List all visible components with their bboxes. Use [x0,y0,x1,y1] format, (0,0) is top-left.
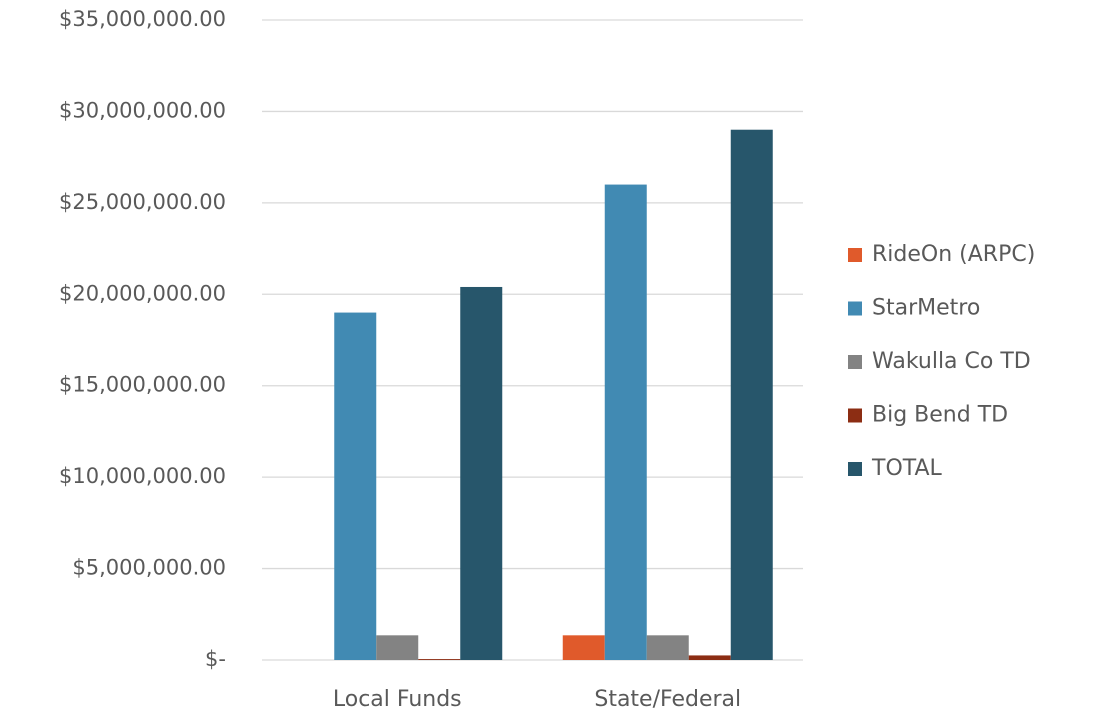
y-tick-label: $5,000,000.00 [72,556,226,580]
legend-label: TOTAL [871,456,943,481]
legend-label: StarMetro [872,296,980,321]
bar [376,635,419,660]
bar [418,659,461,660]
legend-swatch [848,248,862,262]
y-tick-label: $- [205,647,226,671]
y-tick-label: $35,000,000.00 [59,7,226,31]
legend-label: RideOn (ARPC) [872,242,1035,267]
y-tick-label: $15,000,000.00 [59,373,226,397]
x-tick-label: State/Federal [594,687,741,712]
legend-swatch [848,301,862,316]
y-tick-label: $20,000,000.00 [59,281,226,305]
bar [730,129,773,660]
bar [460,286,503,660]
bar [646,635,689,660]
y-tick-label: $30,000,000.00 [59,98,226,122]
y-tick-label: $10,000,000.00 [59,464,226,488]
legend-label: Wakulla Co TD [872,349,1031,374]
y-tick-label: $25,000,000.00 [59,190,226,214]
bar [688,655,731,660]
legend-swatch [848,408,862,423]
legend-label: Big Bend TD [872,403,1008,428]
bar [562,635,605,660]
bar [604,184,647,661]
legend-swatch [848,462,862,476]
legend-swatch [848,355,862,369]
bar [334,312,377,660]
x-tick-label: Local Funds [333,687,462,712]
